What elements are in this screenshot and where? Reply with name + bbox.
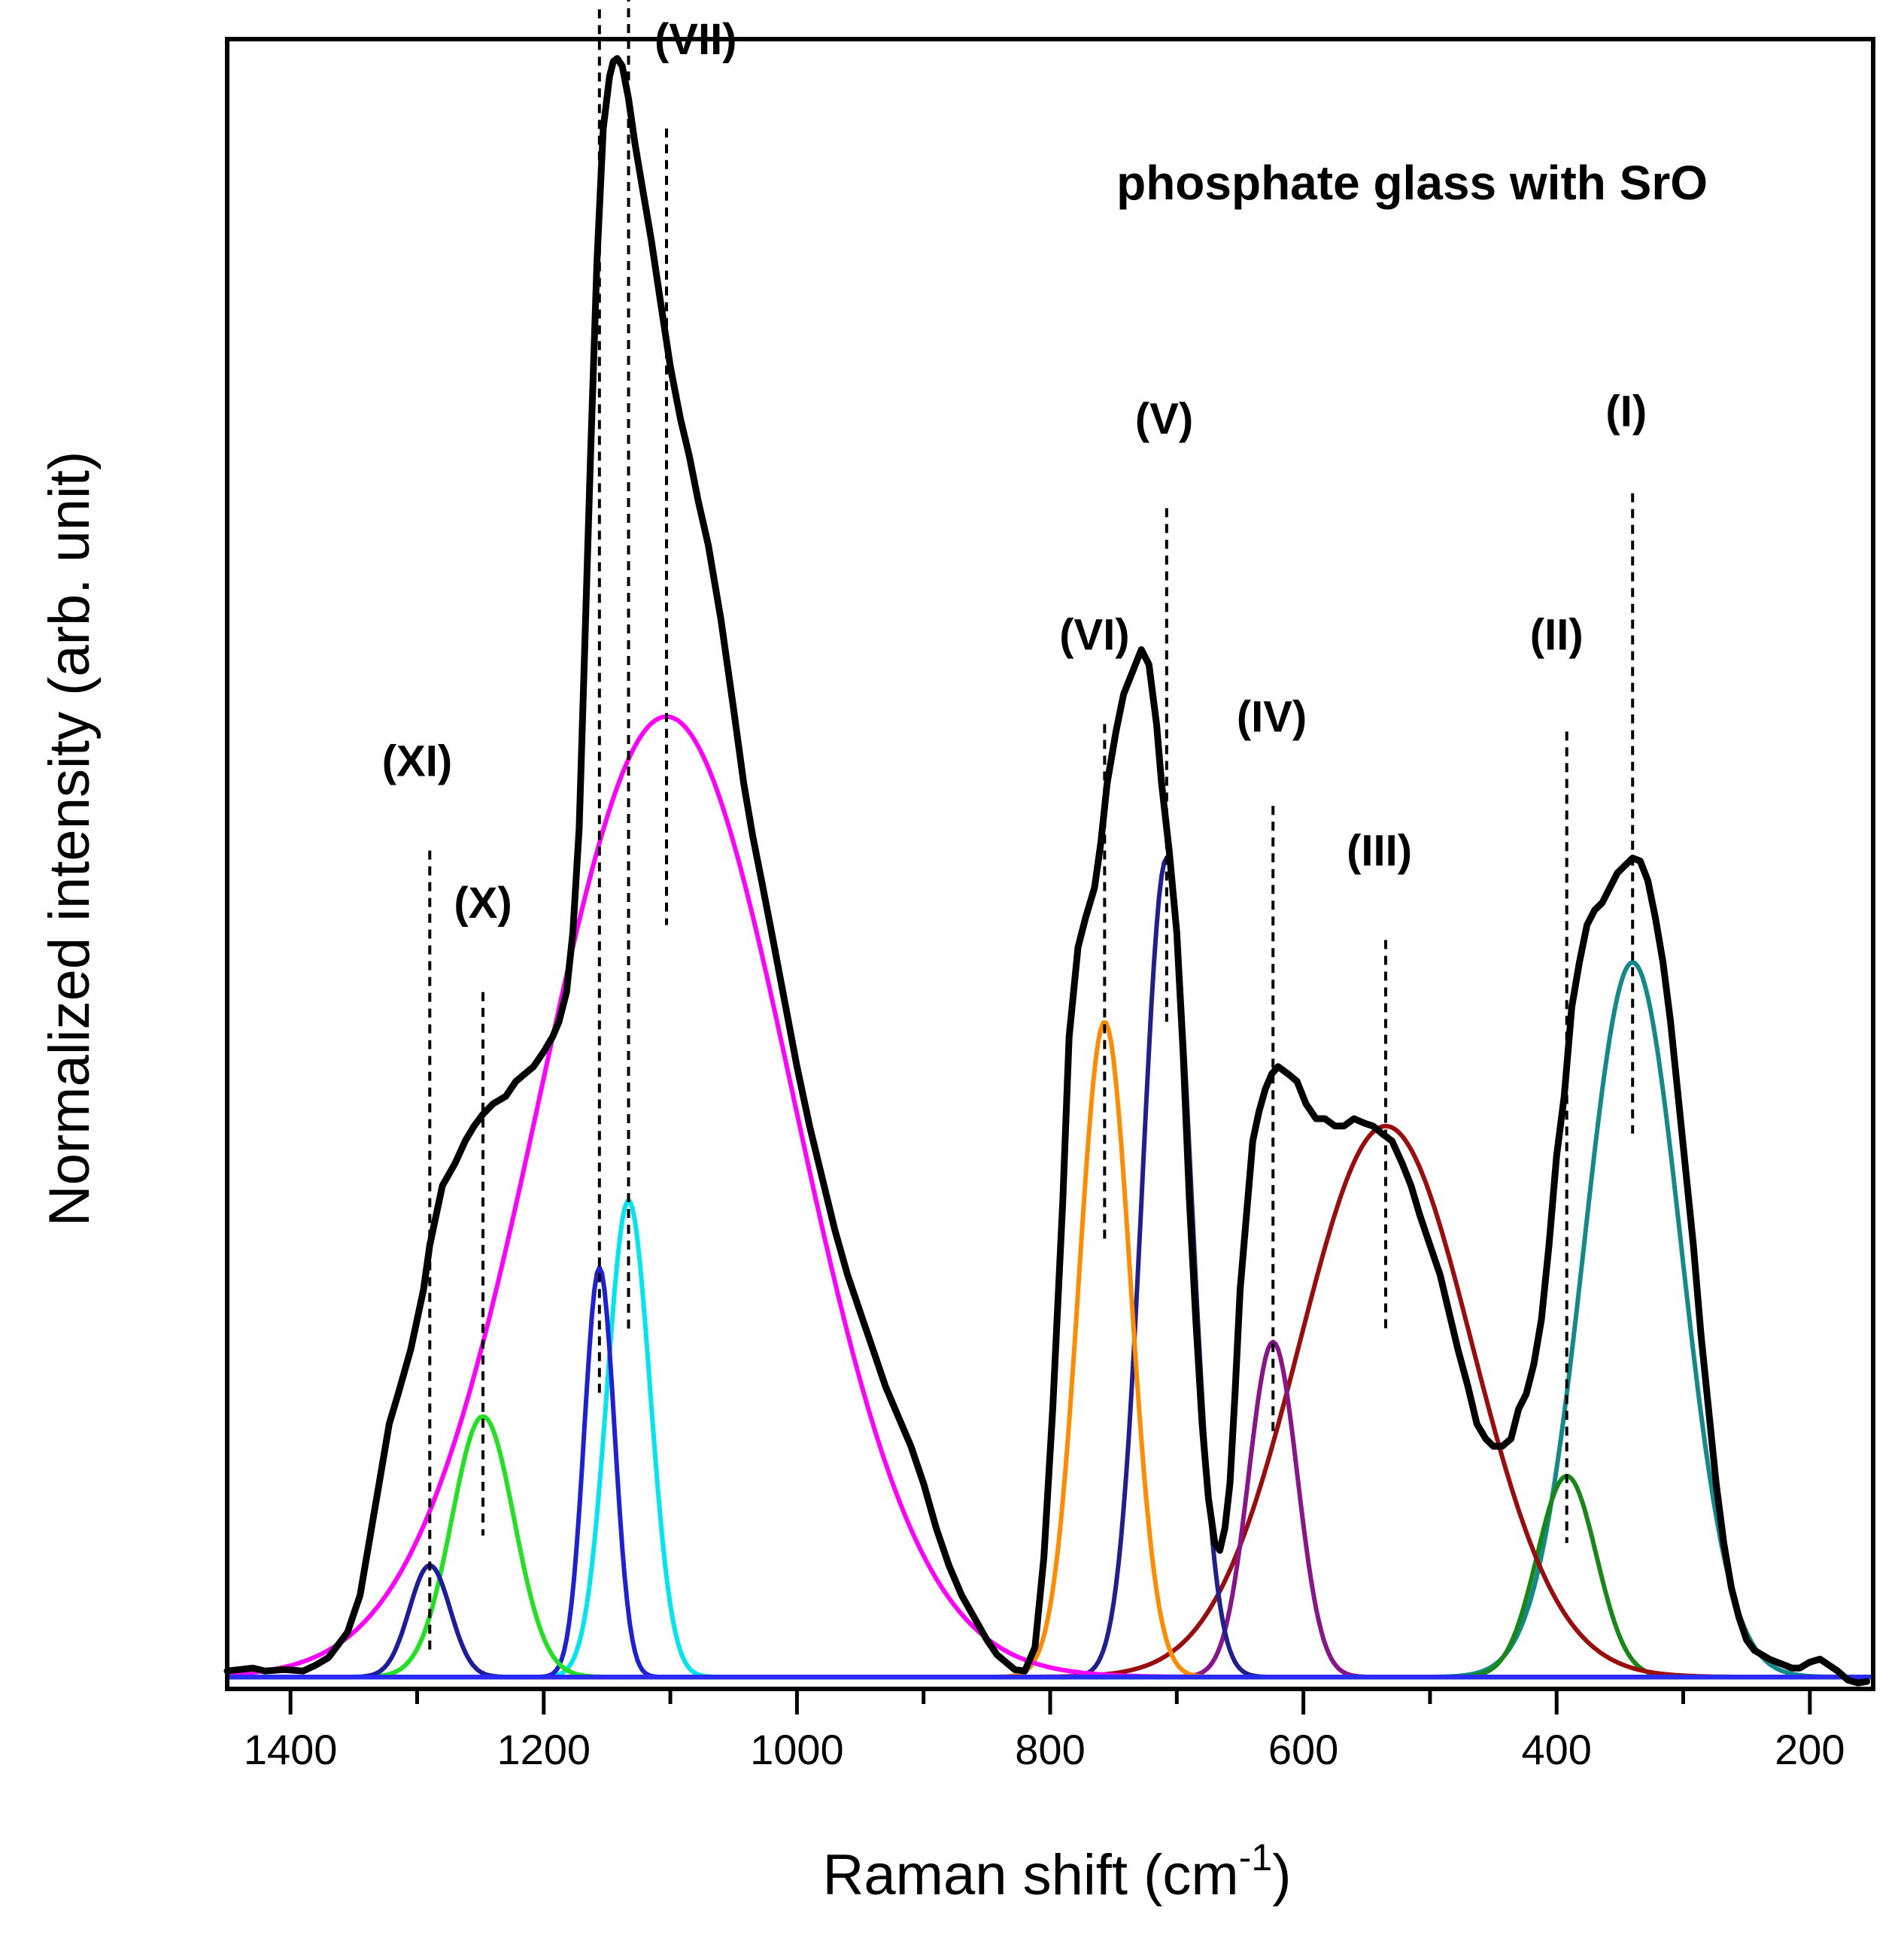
x-axis-title-end: ) xyxy=(1272,1843,1291,1907)
x-tick-label-600: 600 xyxy=(1268,1726,1338,1773)
x-tick-label-800: 800 xyxy=(1015,1726,1085,1773)
x-tick-label-1200: 1200 xyxy=(496,1726,591,1773)
peak-label-10: (X) xyxy=(454,879,512,928)
peak-label-6: (VI) xyxy=(1059,610,1129,659)
x-tick-label-1000: 1000 xyxy=(750,1726,844,1773)
chart-title: phosphate glass with SrO xyxy=(1116,156,1708,210)
peak-label-4: (IV) xyxy=(1237,692,1307,741)
x-axis-tick-labels: 1400 1200 1000 800 600 400 200 xyxy=(244,1726,1845,1773)
x-tick-label-1400: 1400 xyxy=(244,1726,338,1773)
x-axis-title-superscript: -1 xyxy=(1239,1836,1272,1879)
peak-label-3: (III) xyxy=(1347,826,1412,875)
x-axis-ticks xyxy=(288,1689,1812,1715)
y-axis-title: Normalized intensity (arb. unit) xyxy=(38,451,102,1227)
x-tick-label-200: 200 xyxy=(1775,1726,1845,1773)
peak-label-2: (II) xyxy=(1530,610,1584,659)
peak-label-5: (V) xyxy=(1135,394,1193,443)
measured-spectrum xyxy=(223,55,1871,1687)
x-axis-title-main: Raman shift (cm xyxy=(822,1843,1238,1907)
peak-label-1: (I) xyxy=(1605,387,1647,436)
x-tick-label-400: 400 xyxy=(1522,1726,1592,1773)
x-axis-title: Raman shift (cm-1) xyxy=(822,1836,1291,1907)
peak-label-11: (XI) xyxy=(382,737,452,786)
measured-curve xyxy=(223,55,1871,1687)
